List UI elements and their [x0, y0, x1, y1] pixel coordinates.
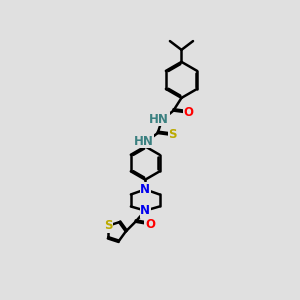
Text: S: S: [104, 219, 112, 232]
Text: O: O: [184, 106, 194, 119]
Text: N: N: [140, 183, 150, 196]
Text: O: O: [145, 218, 155, 230]
Text: HN: HN: [149, 113, 169, 126]
Text: HN: HN: [134, 135, 153, 148]
Text: N: N: [140, 204, 150, 217]
Text: S: S: [168, 128, 177, 141]
